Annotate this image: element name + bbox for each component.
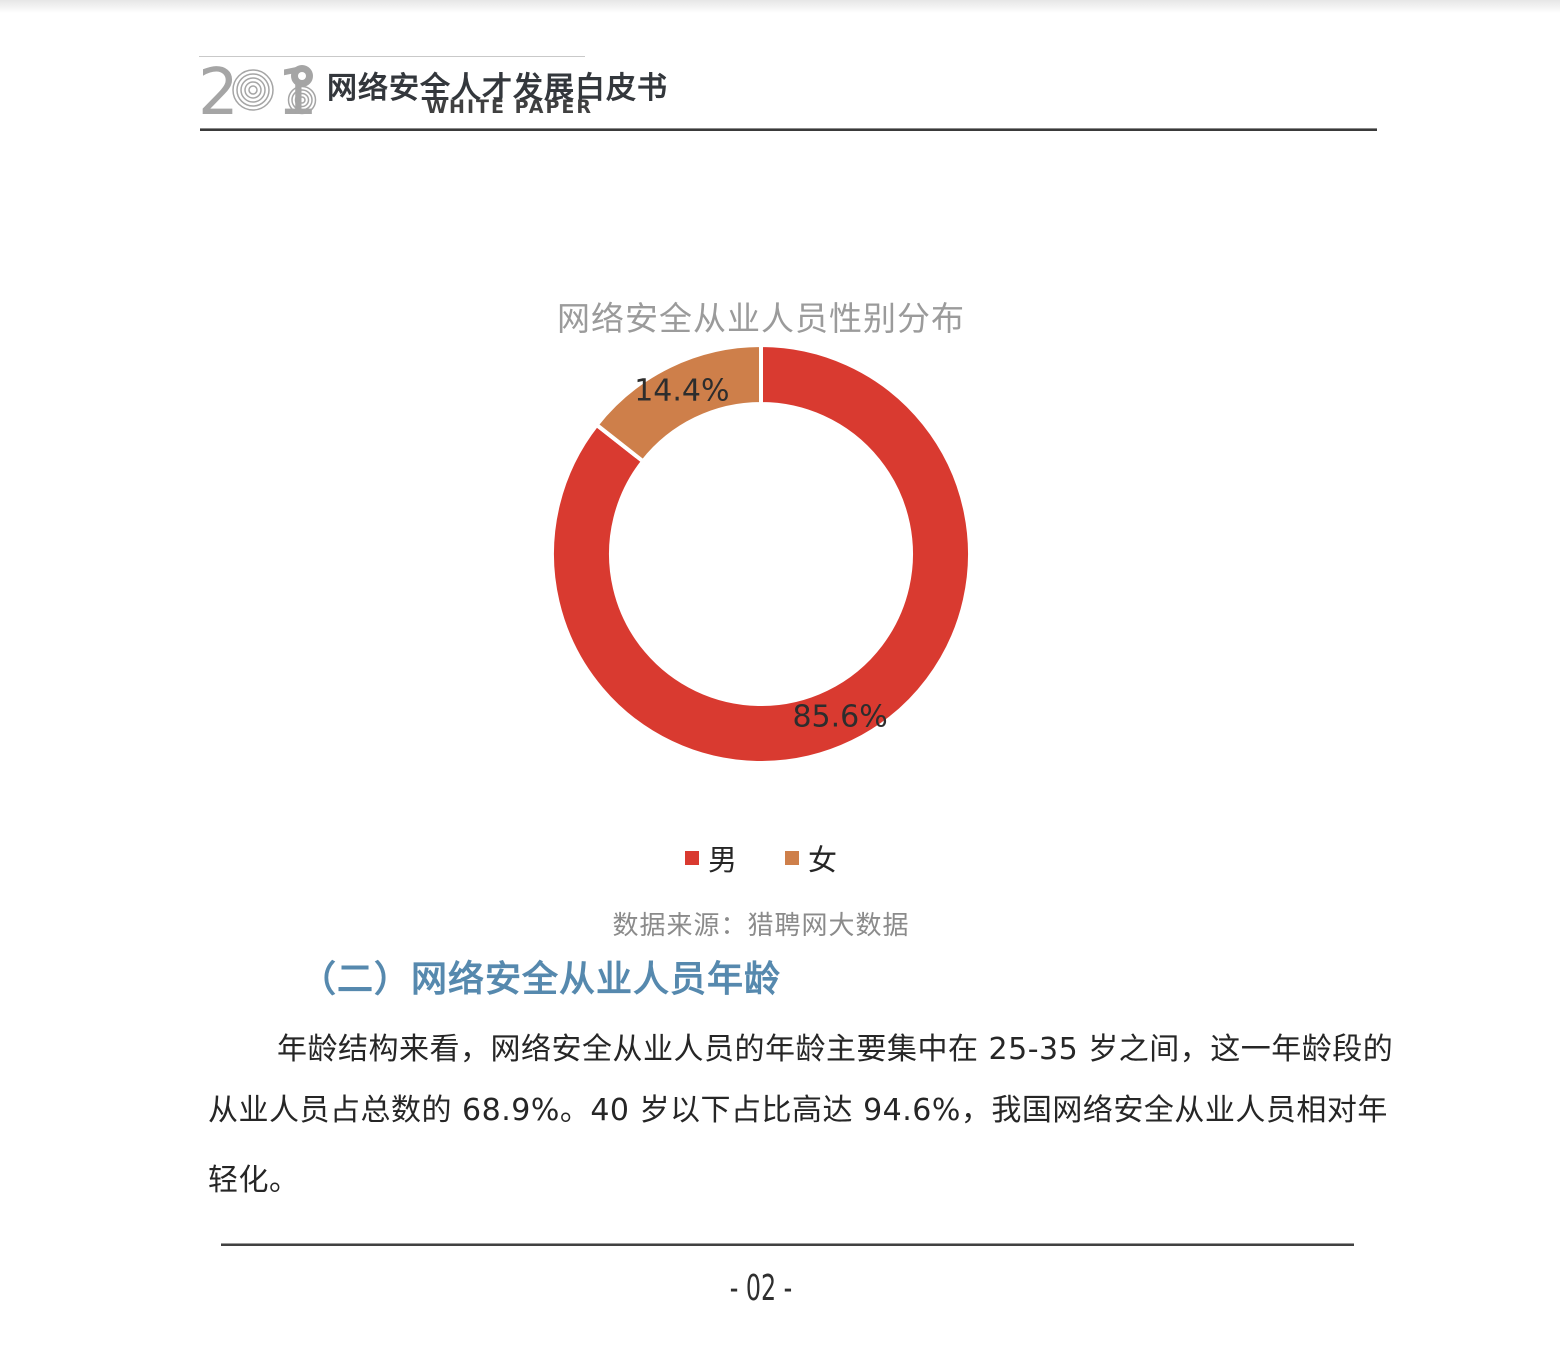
header-rule xyxy=(200,128,1377,131)
paragraph-line: 年龄结构来看，网络安全从业人员的年龄主要集中在 25-35 岁之间，这一年龄段的 xyxy=(277,1032,1394,1067)
legend-label-male: 男 xyxy=(707,843,737,877)
legend-item-female[interactable]: 女 xyxy=(785,837,837,879)
footer-rule xyxy=(221,1243,1354,1246)
slice-label-male: 85.6% xyxy=(792,699,888,735)
section-heading: （二）网络安全从业人员年龄 xyxy=(300,959,782,1000)
paragraph-line: 轻化。 xyxy=(208,1163,300,1198)
legend-label-female: 女 xyxy=(808,843,838,877)
top-shadow xyxy=(0,0,1560,13)
header-title-cn: 网络安全人才发展白皮书 xyxy=(327,71,668,106)
slice-label-female: 14.4% xyxy=(634,373,730,409)
donut-slice-女[interactable] xyxy=(593,342,763,465)
chart-legend: 男 女 xyxy=(161,837,1361,879)
chart-data-source: 数据来源：猎聘网大数据 xyxy=(612,911,910,941)
header-thin-rule xyxy=(199,56,585,57)
paragraph-line: 从业人员占总数的 68.9%。40 岁以下占比高达 94.6%，我国网络安全从业… xyxy=(208,1093,1388,1128)
legend-item-male[interactable]: 男 xyxy=(684,837,737,879)
header-title-en: WHITE PAPER xyxy=(426,96,593,118)
legend-swatch-male-icon xyxy=(684,851,699,865)
svg-text:2: 2 xyxy=(198,58,239,118)
legend-swatch-female-icon xyxy=(785,851,799,865)
page-number: - 02 - xyxy=(729,1268,793,1309)
donut-chart xyxy=(550,342,972,765)
chart-title: 网络安全从业人员性别分布 xyxy=(557,299,965,338)
logo-2018-icon: 2 1 xyxy=(198,58,318,118)
donut-slice-男[interactable] xyxy=(550,342,972,765)
